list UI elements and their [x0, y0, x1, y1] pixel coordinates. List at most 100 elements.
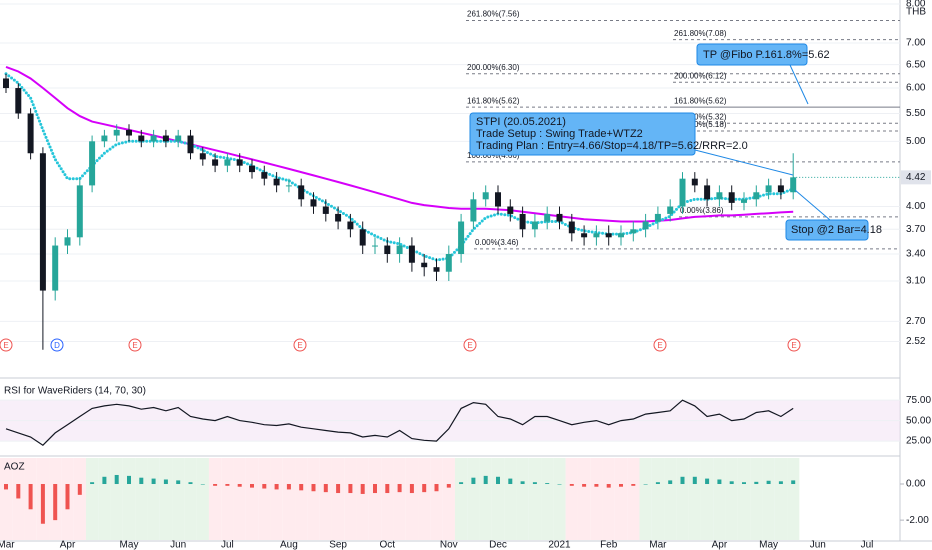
callout-pointer [794, 189, 831, 221]
aoz-shade [602, 458, 615, 540]
aoz-shade [700, 458, 714, 540]
callout-box [785, 219, 869, 241]
event-marker [0, 338, 13, 352]
candle-body [519, 213, 526, 230]
callouts: STPI (20.05.2021) Trade Setup : Swing Tr… [469, 43, 882, 241]
aoz-bar [557, 484, 562, 485]
aoz-bar [729, 481, 734, 485]
y-tick-label: -2.00 [906, 515, 929, 526]
aoz-bar [151, 478, 156, 485]
y-tick-label: 3.70 [906, 224, 926, 235]
callout-text: Stop @2 Bar=4.18 [791, 224, 882, 236]
event-label: E [297, 341, 302, 350]
candle-body [605, 233, 612, 238]
aoz-shade [270, 458, 283, 540]
aoz-shade [331, 458, 345, 540]
aoz-shade [307, 458, 320, 540]
aoz-shade [0, 458, 13, 540]
candle-body [470, 199, 477, 222]
x-tick-label: Apr [712, 540, 728, 550]
candle-body [322, 206, 329, 214]
candle-body [175, 135, 182, 142]
aoz-bar [422, 484, 427, 493]
aoz-shade [85, 458, 99, 540]
event-marker [128, 338, 142, 352]
candle-body [27, 113, 34, 154]
fib-label: 161.80%(5.62) [467, 96, 520, 105]
aoz-bar [631, 484, 636, 486]
aoz-bar [692, 476, 697, 485]
aoz-title: AOZ [4, 462, 25, 473]
aoz-bar [655, 482, 660, 485]
aoz-shade [233, 458, 246, 540]
aoz-shade [750, 458, 763, 540]
aoz-shade [774, 458, 788, 540]
candle-body [765, 185, 772, 193]
candle-body [372, 245, 378, 247]
candle-body [15, 88, 22, 114]
y-tick-label: 8.00 [906, 0, 926, 10]
aoz-shade [762, 458, 775, 540]
aoz-shade [208, 458, 222, 540]
aoz-shade [467, 458, 480, 540]
callout-pointer [789, 64, 809, 105]
aoz-shade [614, 458, 628, 540]
aoz-bar [262, 484, 267, 489]
callout-text: TP @Fibo P.161.8%=5.62 [703, 49, 830, 61]
fib-label: 100.00%(4.66) [467, 151, 520, 160]
candle-body [667, 206, 674, 214]
aoz-bar [4, 484, 8, 490]
aoz-bar [323, 484, 328, 493]
event-marker [50, 338, 64, 352]
aoz-bar [139, 477, 144, 485]
candle-body [544, 213, 551, 222]
aoz-shade [430, 458, 443, 540]
aoz-bar [717, 479, 722, 485]
aoz-shade [516, 458, 529, 540]
aoz-bar [102, 476, 107, 485]
candle-body [556, 213, 563, 222]
candle-body [396, 245, 403, 255]
candle-body [39, 153, 46, 291]
aoz-bar [299, 484, 304, 491]
candle-body [642, 221, 649, 230]
aoz-shade [172, 458, 185, 540]
candle-body [507, 206, 514, 214]
aoz-shade [258, 458, 271, 540]
x-tick-label: Jun [810, 540, 826, 550]
y-tick-label: 4.00 [906, 201, 926, 212]
callout-text: STPI (20.05.2021) [476, 116, 566, 128]
candle-body [753, 192, 760, 200]
candle-body [150, 135, 157, 142]
y-tick-label: 2.52 [906, 336, 926, 347]
aoz-bar [680, 476, 685, 485]
event-marker [787, 338, 801, 352]
aoz-bar [16, 484, 21, 499]
candle-body [76, 185, 83, 238]
y-tick-label: 50.00 [906, 415, 931, 426]
aoz-bar [163, 479, 168, 485]
event-label: E [3, 341, 8, 350]
y-tick-label: 6.50 [906, 59, 926, 70]
candle-body [728, 192, 735, 203]
aoz-shade [184, 458, 197, 540]
candle-body [384, 245, 391, 255]
aoz-shade [504, 458, 517, 540]
aoz-shade [381, 458, 394, 540]
candle-body [495, 192, 501, 207]
fib-label: 200.00%(6.12) [674, 71, 727, 80]
aoz-shade [98, 458, 111, 540]
aoz-shade [221, 458, 234, 540]
aoz-shade [295, 458, 308, 540]
candle-body [64, 237, 71, 246]
aoz-shade [577, 458, 591, 540]
aoz-bar [520, 481, 525, 485]
rsi-title: RSI for WaveRiders (14, 70, 30) [4, 386, 146, 397]
candle-body [298, 185, 305, 200]
candle-body [458, 221, 465, 255]
aoz-bar [496, 476, 500, 485]
aoz-bar [742, 482, 746, 485]
candle-body [408, 245, 415, 263]
candle-body [482, 192, 489, 200]
